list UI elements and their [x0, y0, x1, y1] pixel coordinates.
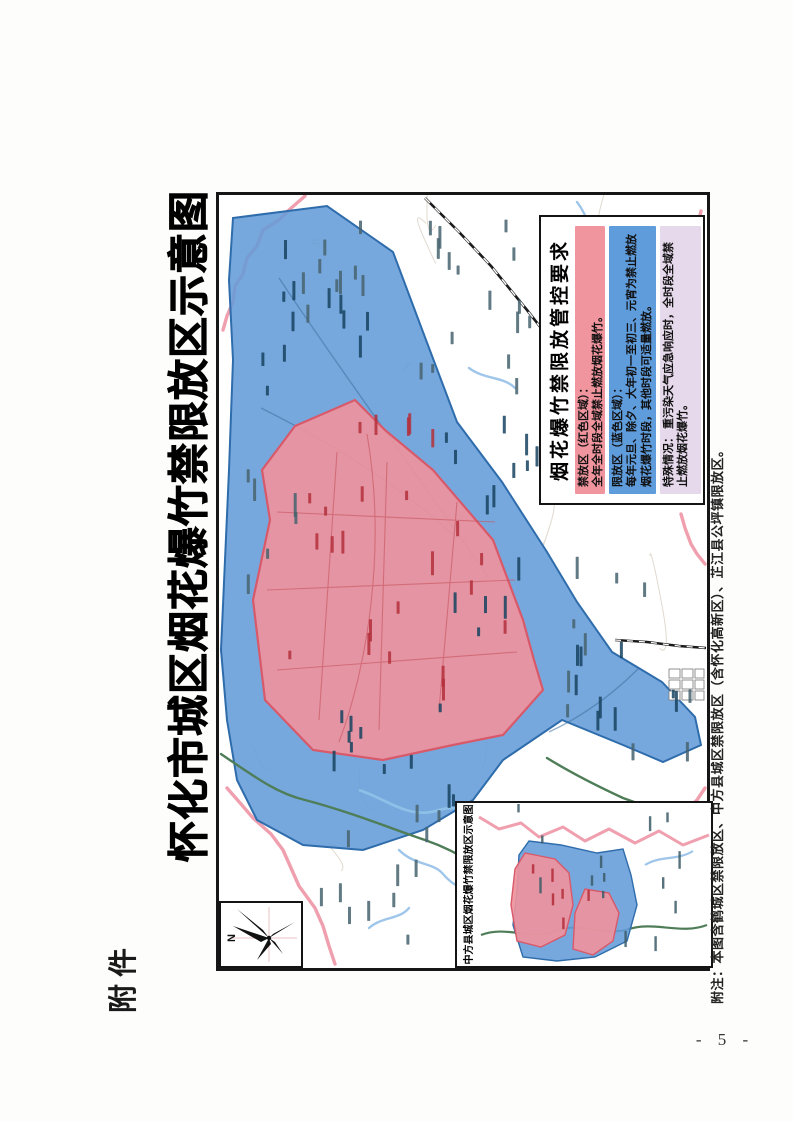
compass-north-label: N — [226, 934, 238, 942]
page-number: - 5 - — [695, 1030, 755, 1049]
inset-map: 中方县城区烟花爆竹禁限放区示意图 — [455, 801, 713, 968]
legend-title: 烟花爆竹禁限放管控要求 — [550, 239, 571, 482]
legend-restricted-heading: 限放区（蓝色区域）： — [612, 382, 624, 488]
forbidden-zone-area — [251, 398, 545, 762]
inset-forbidden-zone-b — [572, 888, 620, 956]
map-title: 怀化市城区烟花爆竹禁限放区示意图 — [166, 190, 213, 863]
attachment-label: 附件 — [108, 940, 140, 1013]
inset-map-art — [478, 804, 710, 962]
legend-item-restricted: 限放区（蓝色区域）： 每年元旦、除夕、大年初一至初三、元宵为禁止燃放烟花爆竹时段… — [609, 226, 656, 494]
legend-restricted-body: 每年元旦、除夕、大年初一至初三、元宵为禁止燃放烟花爆竹时段，其他时段可适量燃放。 — [626, 234, 653, 487]
compass-rose-icon: N — [226, 907, 297, 962]
inset-map-title: 中方县城区烟花爆竹禁限放区示意图 — [464, 804, 475, 965]
streets-in-forbidden-zone — [266, 433, 518, 743]
legend-item-forbidden: 禁放区（红色区域）： 全年全时段全域禁止燃放烟花爆竹。 — [575, 226, 605, 494]
legend-forbidden-body: 全年全时段全域禁止燃放烟花爆竹。 — [592, 311, 605, 487]
city-block-grid — [668, 668, 705, 701]
map-canvas: 烟花爆竹禁限放管控要求 禁放区（红色区域）： 全年全时段全域禁止燃放烟花爆竹。 … — [216, 192, 713, 971]
legend-item-special: 特殊情况： 重污染天气应急响应时，全时段全域禁止燃放烟花爆竹。 — [660, 226, 701, 494]
legend-special-heading: 特殊情况： — [663, 432, 675, 487]
inset-forbidden-zone-a — [510, 852, 574, 948]
legend-forbidden-heading: 禁放区（红色区域）： — [578, 382, 590, 488]
map-footnote: 附注：本图含鹤城区禁限放区、中方县城区禁限放区（含怀化高新区）、芷江县公坪镇限放… — [710, 443, 725, 1004]
compass-box: N — [219, 901, 303, 968]
legend-panel: 烟花爆竹禁限放管控要求 禁放区（红色区域）： 全年全时段全域禁止燃放烟花爆竹。 … — [539, 215, 705, 505]
